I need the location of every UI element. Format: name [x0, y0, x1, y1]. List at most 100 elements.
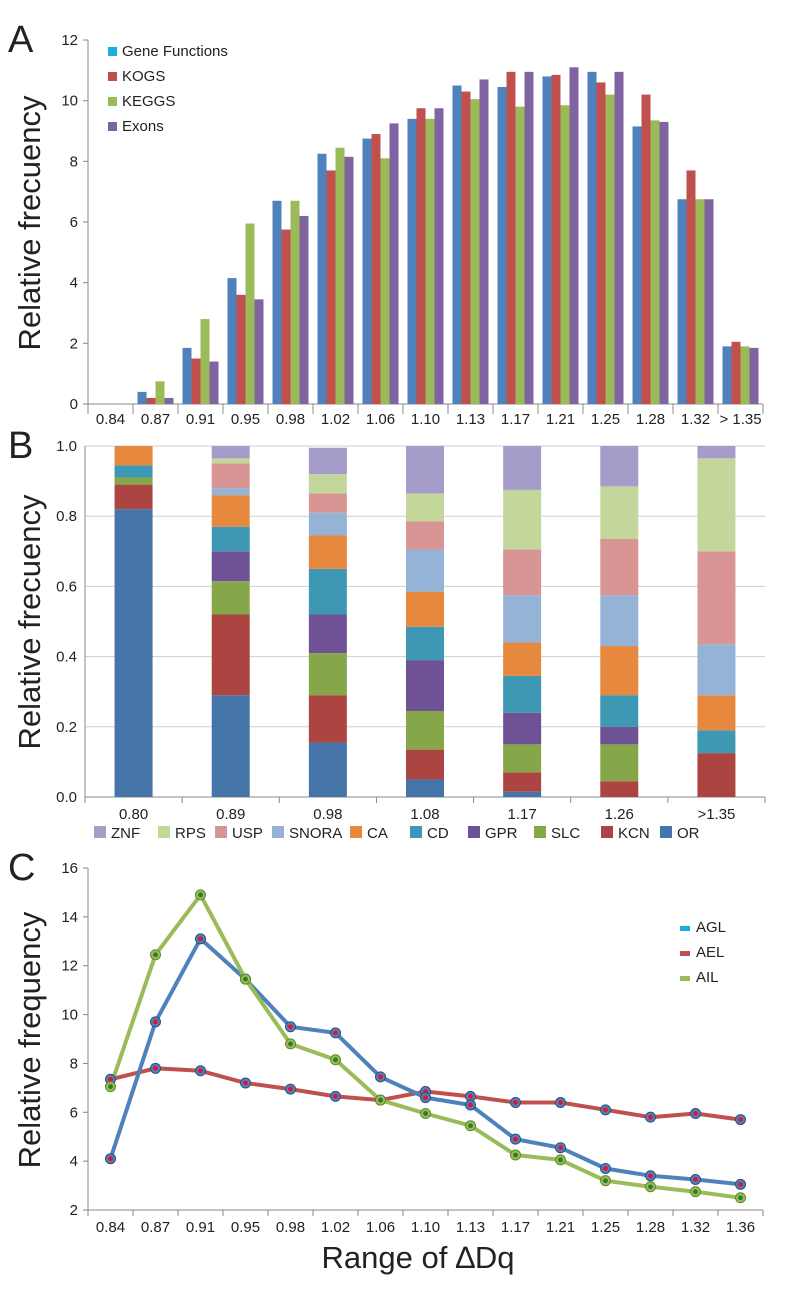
x-tick-label: 0.98 [276, 411, 305, 428]
bar [380, 158, 390, 404]
stack-segment [600, 744, 639, 782]
data-point-center [153, 1019, 158, 1025]
bar [137, 391, 147, 404]
data-point-center [333, 1030, 338, 1036]
legend-label: KOGS [122, 68, 165, 85]
data-point-center [288, 1086, 293, 1092]
bar [209, 361, 219, 404]
stack-segment [697, 730, 736, 754]
legend-swatch [660, 826, 672, 838]
stack-segment [503, 489, 542, 550]
bar [587, 71, 597, 404]
series-line [108, 936, 741, 1187]
data-point-center [738, 1195, 743, 1201]
legend-swatch [680, 951, 690, 956]
bar [335, 147, 345, 404]
panel-b-stacked-bar-chart: 0.0 0.2 0.4 0.6 0.8 1.0 0.80 0.89 0.98 1.08 1.17 1.… [56, 438, 766, 842]
data-point-center [603, 1107, 608, 1113]
data-point-center [198, 892, 203, 898]
x-tick-label: 1.32 [681, 1219, 710, 1236]
stack-segment [114, 509, 153, 797]
x-tick-label: 1.17 [501, 411, 530, 428]
x-tick-label: 0.84 [96, 411, 125, 428]
data-point-center [558, 1157, 563, 1163]
bar [497, 87, 507, 405]
stack-segment [308, 614, 347, 654]
bar [704, 199, 714, 404]
stack-segment [308, 447, 347, 475]
data-point-center [423, 1111, 428, 1116]
panel-letter-b: B [8, 425, 33, 467]
legend-swatch [410, 826, 422, 838]
bar [164, 397, 174, 404]
legend-label: OR [677, 825, 700, 842]
y-tick-label: 10 [61, 1007, 78, 1024]
bar [272, 200, 282, 404]
stack-segment [211, 551, 250, 582]
legend-swatch [350, 826, 362, 838]
stack-segment [600, 726, 639, 745]
bar [425, 118, 435, 404]
stack-segment [114, 477, 153, 485]
panel-a-bar-chart: 0 2 4 6 8 10 12 0.84 0.87 0.91 0.95 0.98 1.02 1.06 1.1… [61, 32, 764, 428]
x-tick-label: 1.10 [411, 411, 440, 428]
legend-swatch [680, 926, 690, 931]
panel-b-y-axis-title: Relative frecuency [12, 494, 47, 750]
legend-swatch [601, 826, 613, 838]
legend-swatch [94, 826, 106, 838]
stack-segment [308, 653, 347, 696]
x-tick-label: 0.87 [141, 411, 170, 428]
x-tick-label: 1.36 [726, 1219, 755, 1236]
bar [182, 347, 192, 404]
bar [560, 105, 570, 404]
x-tick-label: 1.32 [681, 411, 710, 428]
data-point-center [693, 1177, 698, 1182]
bar [740, 346, 750, 404]
data-point-center [468, 1123, 473, 1129]
legend-swatch [468, 826, 480, 838]
data-point-center [153, 1065, 158, 1071]
bar [605, 94, 615, 404]
data-point-center [288, 1024, 293, 1030]
y-tick-label: 8 [70, 153, 78, 170]
bar [551, 74, 561, 404]
bar [245, 223, 255, 404]
legend-swatch [272, 826, 284, 838]
stack-segment [406, 521, 444, 550]
x-tick-label: 1.13 [456, 1219, 485, 1236]
data-point-center [513, 1152, 518, 1158]
data-point-center [198, 936, 203, 942]
stack-segment [114, 446, 153, 466]
bar [569, 67, 579, 405]
bar [326, 170, 336, 404]
stack-segment [211, 614, 250, 696]
y-tick-label: 1.0 [56, 438, 77, 455]
data-point-center [333, 1094, 338, 1099]
bar [281, 229, 291, 404]
bar [722, 346, 732, 404]
data-point-center [738, 1181, 743, 1187]
x-tick-label: 1.13 [456, 411, 485, 428]
stack-segment [697, 644, 736, 696]
bar [452, 85, 462, 404]
stack-segment [211, 581, 250, 615]
x-tick-label: 1.25 [591, 1219, 620, 1236]
legend-swatch [108, 97, 117, 106]
x-tick-label: 1.28 [636, 411, 665, 428]
x-tick-label: 1.17 [501, 1219, 530, 1236]
legend-label: USP [232, 825, 263, 842]
bar [236, 294, 246, 404]
bar [371, 134, 381, 405]
x-tick-label: 1.10 [411, 1219, 440, 1236]
stack-segment [600, 446, 639, 487]
stack-segment [211, 526, 250, 552]
stack-segment [406, 549, 444, 592]
stack-segment [406, 779, 444, 797]
x-tick-label: 0.95 [231, 1219, 260, 1236]
x-tick-label: 1.17 [508, 806, 537, 823]
data-point-center [558, 1100, 563, 1105]
stack-segment [211, 463, 250, 489]
bar [461, 91, 471, 405]
stack-segment [600, 781, 639, 797]
data-point-center [108, 1156, 113, 1162]
